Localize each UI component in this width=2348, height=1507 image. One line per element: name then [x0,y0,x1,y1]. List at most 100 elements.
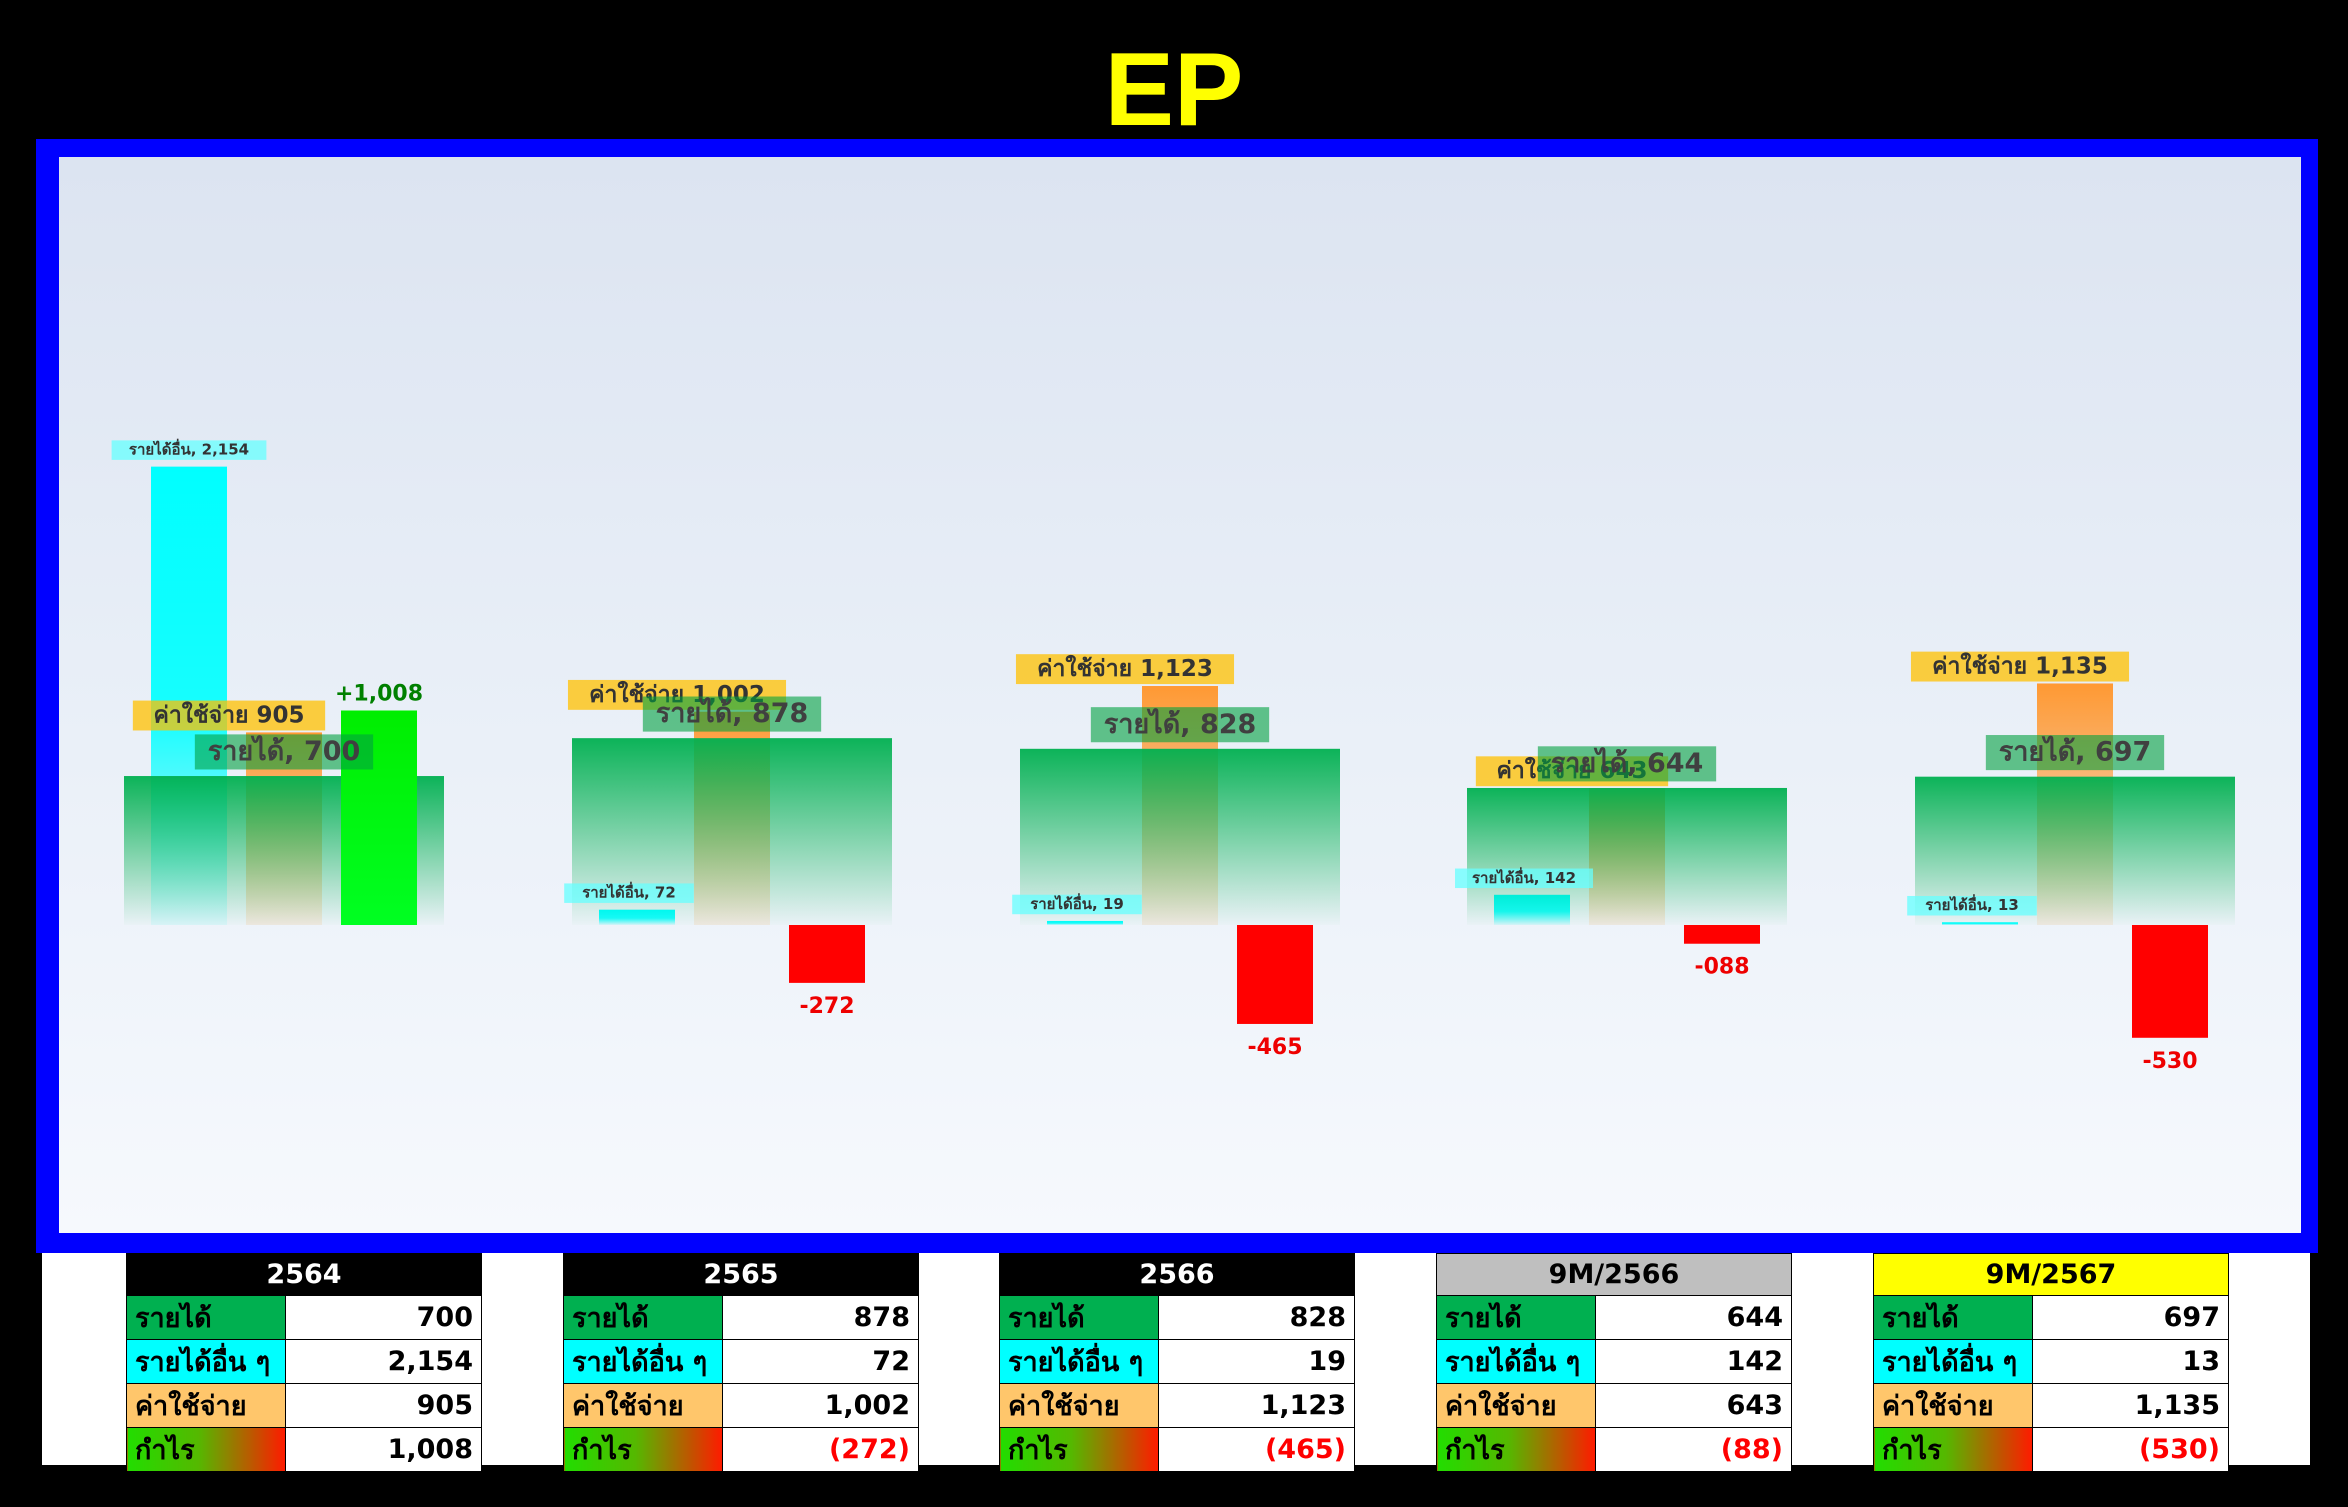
row-value: 142 [1594,1339,1793,1384]
row-value: 905 [284,1383,483,1428]
row-label: กำไร [999,1427,1159,1472]
row-label: รายได้ [1873,1295,2033,1340]
bar-revenue-3 [1467,787,1787,925]
table-row: รายได้อื่น ๆ 19 [999,1339,1356,1384]
summary-table-0: 2564 รายได้ 700 รายได้อื่น ๆ 2,154 ค่าใช้จ่าย… [126,1253,483,1472]
revenue-label-4-bg [1985,735,2165,771]
row-value: (88) [1594,1427,1793,1472]
row-value: 697 [2031,1295,2230,1340]
table-row: รายได้ 700 [126,1295,483,1340]
expense-label-0-bg [132,700,326,731]
table-row: ค่าใช้จ่าย 1,002 [563,1383,920,1428]
other-income-label-4-bg [1907,895,2037,916]
table-header: 2564 [126,1253,482,1296]
row-value: (530) [2031,1427,2230,1472]
row-label: รายได้ [999,1295,1159,1340]
table-header: 2566 [999,1253,1355,1296]
table-row: รายได้อื่น ๆ 72 [563,1339,920,1384]
table-row: รายได้ 828 [999,1295,1356,1340]
bar-profit-4 [2132,925,2208,1038]
row-value: 644 [1594,1295,1793,1340]
other-income-label-0: รายได้อื่น, 2,154 [129,439,249,459]
profit-label-2: -465 [1247,1035,1302,1060]
table-row: ค่าใช้จ่าย 643 [1436,1383,1793,1428]
table-header: 9M/2566 [1436,1253,1792,1296]
row-label: ค่าใช้จ่าย [999,1383,1159,1428]
other-income-label-3: รายได้อื่น, 142 [1472,867,1576,887]
table-row: กำไร (530) [1873,1427,2230,1472]
row-value: 643 [1594,1383,1793,1428]
table-row: กำไร (465) [999,1427,1356,1472]
row-label: กำไร [1873,1427,2033,1472]
table-row: ค่าใช้จ่าย 905 [126,1383,483,1428]
chart-title: EP [1104,32,1244,148]
expense-label-4-bg [1910,651,2130,682]
expense-label-4: ค่าใช้จ่าย 1,135 [1932,651,2108,679]
revenue-label-3: รายได้, 644 [1551,747,1704,779]
row-value: (272) [721,1427,920,1472]
table-row: รายได้ 644 [1436,1295,1793,1340]
other-income-label-4: รายได้อื่น, 13 [1925,894,2019,914]
other-income-label-0-bg [111,440,267,460]
revenue-label-1: รายได้, 878 [656,697,809,729]
row-label: กำไร [1436,1427,1596,1472]
table-row: กำไร (88) [1436,1427,1793,1472]
expense-label-0: ค่าใช้จ่าย 905 [153,700,304,728]
revenue-label-2-bg [1090,707,1270,743]
table-header: 2565 [563,1253,919,1296]
row-value: 828 [1157,1295,1356,1340]
table-row: ค่าใช้จ่าย 1,135 [1873,1383,2230,1428]
table-row: รายได้อื่น ๆ 13 [1873,1339,2230,1384]
profit-label-3: -088 [1694,955,1749,980]
revenue-label-0-bg [194,734,374,770]
row-label: รายได้ [563,1295,723,1340]
profit-label-0: +1,008 [335,681,423,706]
row-label: รายได้อื่น ๆ [1436,1339,1596,1384]
row-label: รายได้ [1436,1295,1596,1340]
other-income-label-3-bg [1455,868,1593,889]
table-row: กำไร (272) [563,1427,920,1472]
row-label: กำไร [563,1427,723,1472]
row-value: 878 [721,1295,920,1340]
summary-table-4: 9M/2567 รายได้ 697 รายได้อื่น ๆ 13 ค่าใช้จ่าย… [1873,1253,2230,1472]
revenue-label-3-bg [1537,746,1717,782]
expense-label-2: ค่าใช้จ่าย 1,123 [1037,654,1213,682]
row-label: กำไร [126,1427,286,1472]
row-label: รายได้ [126,1295,286,1340]
row-label: ค่าใช้จ่าย [126,1383,286,1428]
table-row: กำไร 1,008 [126,1427,483,1472]
row-value: 19 [1157,1339,1356,1384]
expense-label-2-bg [1015,654,1235,685]
other-income-label-2-bg [1012,894,1142,915]
row-label: รายได้อื่น ๆ [126,1339,286,1384]
revenue-label-2: รายได้, 828 [1104,708,1257,740]
row-label: รายได้อื่น ๆ [563,1339,723,1384]
bar-profit-3 [1684,925,1760,944]
table-row: รายได้อื่น ๆ 2,154 [126,1339,483,1384]
profit-label-4: -530 [2142,1049,2197,1074]
row-value: 1,123 [1157,1383,1356,1428]
row-value: 2,154 [284,1339,483,1384]
table-row: รายได้อื่น ๆ 142 [1436,1339,1793,1384]
row-value: 700 [284,1295,483,1340]
other-income-label-2: รายได้อื่น, 19 [1030,893,1124,913]
profit-label-1: -272 [799,994,854,1019]
row-label: ค่าใช้จ่าย [1873,1383,2033,1428]
summary-table-1: 2565 รายได้ 878 รายได้อื่น ๆ 72 ค่าใช้จ่าย 1,0… [563,1253,920,1472]
row-label: รายได้อื่น ๆ [1873,1339,2033,1384]
row-value: 72 [721,1339,920,1384]
row-label: รายได้อื่น ๆ [999,1339,1159,1384]
revenue-label-4: รายได้, 697 [1999,736,2152,768]
revenue-label-1-bg [642,696,822,732]
revenue-label-0: รายได้, 700 [208,735,361,767]
row-label: ค่าใช้จ่าย [563,1383,723,1428]
row-value: 1,135 [2031,1383,2230,1428]
row-value: (465) [1157,1427,1356,1472]
summary-table-3: 9M/2566 รายได้ 644 รายได้อื่น ๆ 142 ค่าใช้จ่า… [1436,1253,1793,1472]
other-income-label-1: รายได้อื่น, 72 [582,882,676,902]
bar-profit-1 [789,925,865,983]
other-income-label-1-bg [564,883,694,903]
bar-profit-2 [1237,925,1313,1024]
table-row: ค่าใช้จ่าย 1,123 [999,1383,1356,1428]
